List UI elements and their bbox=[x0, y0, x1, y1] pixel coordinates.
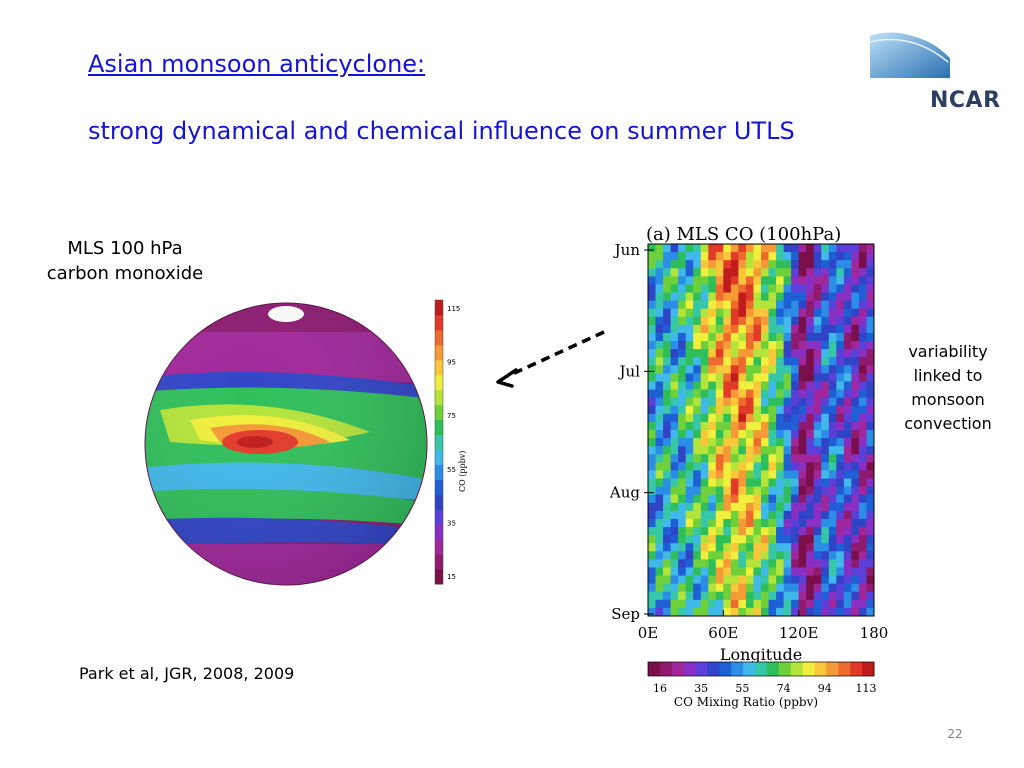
colorbar-swatch bbox=[755, 662, 768, 676]
dashed-arrow bbox=[496, 330, 605, 388]
colorbar-swatch bbox=[814, 662, 827, 676]
hovmoller-y-tick: Jul bbox=[618, 362, 641, 380]
hovmoller-x-tick: 180 bbox=[860, 624, 889, 642]
globe-colorbar bbox=[434, 299, 444, 585]
colorbar-swatch bbox=[719, 662, 732, 676]
globe-colorbar-tick: 95 bbox=[447, 359, 456, 367]
hovmoller-colorbar-tick: 16 bbox=[653, 682, 667, 695]
page-number: 22 bbox=[947, 727, 963, 741]
slide-subtitle: strong dynamical and chemical influence … bbox=[88, 117, 795, 145]
variability-caption: variability linked to monsoon convection bbox=[892, 340, 1004, 436]
colorbar-swatch bbox=[435, 314, 443, 331]
colorbar-swatch bbox=[826, 662, 839, 676]
colorbar-swatch bbox=[802, 662, 815, 676]
colorbar-swatch bbox=[683, 662, 696, 676]
hovmoller-title: (a) MLS CO (100hPa) bbox=[646, 224, 841, 245]
hovmoller-colorbar-label: CO Mixing Ratio (ppbv) bbox=[674, 695, 818, 709]
colorbar-swatch bbox=[435, 389, 443, 406]
variability-caption-line: monsoon bbox=[911, 390, 985, 409]
colorbar-swatch bbox=[435, 479, 443, 495]
variability-caption-line: variability bbox=[908, 342, 988, 361]
variability-caption-line: convection bbox=[904, 414, 992, 433]
colorbar-swatch bbox=[766, 662, 780, 676]
hovmoller-y-tick: Sep bbox=[611, 605, 640, 623]
globe-colorbar-tick: 15 bbox=[447, 573, 456, 581]
colorbar-swatch bbox=[435, 374, 443, 391]
hovmoller-x-tick: 120E bbox=[779, 624, 819, 642]
hovmoller-colorbar-tick: 74 bbox=[777, 682, 791, 695]
colorbar-swatch bbox=[778, 662, 792, 676]
colorbar-swatch bbox=[838, 662, 851, 676]
colorbar-swatch bbox=[850, 662, 863, 676]
colorbar-swatch bbox=[862, 662, 875, 676]
colorbar-swatch bbox=[435, 344, 443, 361]
globe-co-map: 115 95 75 55 35 15 CO (ppbv) bbox=[144, 299, 467, 586]
slide-title: Asian monsoon anticyclone: bbox=[88, 50, 426, 78]
colorbar-swatch bbox=[743, 662, 756, 676]
colorbar-swatch bbox=[659, 662, 673, 676]
globe-colorbar-tick: 55 bbox=[447, 466, 456, 474]
colorbar-swatch bbox=[695, 662, 708, 676]
globe-caption-line: MLS 100 hPa bbox=[67, 238, 183, 259]
hovmoller-x-tick: 60E bbox=[708, 624, 738, 642]
ncar-wordmark: NCAR bbox=[930, 88, 1001, 113]
hovmoller-colorbar bbox=[647, 661, 875, 677]
globe-caption-line: carbon monoxide bbox=[46, 263, 204, 284]
globe-colorbar-label: CO (ppbv) bbox=[458, 451, 467, 492]
globe-colorbar-tick: 35 bbox=[447, 519, 456, 527]
colorbar-swatch bbox=[435, 434, 443, 450]
colorbar-swatch bbox=[435, 554, 443, 570]
globe-colorbar-tick: 115 bbox=[447, 305, 460, 313]
colorbar-swatch bbox=[435, 329, 443, 346]
colorbar-swatch bbox=[435, 509, 443, 525]
colorbar-swatch bbox=[435, 359, 443, 376]
colorbar-swatch bbox=[435, 524, 443, 540]
hovmoller-x-label: Longitude bbox=[720, 645, 802, 664]
globe-colorbar-tick: 75 bbox=[447, 412, 456, 420]
hovmoller-co-plot: (a) MLS CO (100hPa) Jun Jul Aug Sep 0E 60E 12… bbox=[609, 224, 889, 709]
colorbar-swatch bbox=[435, 569, 443, 585]
globe-caption: MLS 100 hPa carbon monoxide bbox=[20, 236, 230, 286]
colorbar-swatch bbox=[435, 419, 443, 436]
colorbar-swatch bbox=[435, 404, 443, 421]
hovmoller-colorbar-tick: 94 bbox=[818, 682, 832, 695]
colorbar-swatch bbox=[435, 539, 443, 555]
colorbar-swatch bbox=[790, 662, 804, 676]
colorbar-swatch bbox=[435, 300, 443, 316]
colorbar-swatch bbox=[435, 449, 443, 465]
colorbar-swatch bbox=[671, 662, 685, 676]
hovmoller-x-tick: 0E bbox=[638, 624, 659, 642]
hovmoller-colorbar-tick: 113 bbox=[856, 682, 877, 695]
hovmoller-colorbar-tick: 55 bbox=[735, 682, 749, 695]
hovmoller-y-tick: Jun bbox=[613, 241, 641, 259]
colorbar-swatch bbox=[435, 464, 443, 480]
hovmoller-colorbar-tick: 35 bbox=[694, 682, 708, 695]
colorbar-swatch bbox=[435, 494, 443, 510]
citation: Park et al, JGR, 2008, 2009 bbox=[79, 664, 295, 683]
colorbar-swatch bbox=[707, 662, 720, 676]
colorbar-swatch bbox=[731, 662, 744, 676]
colorbar-swatch bbox=[648, 662, 661, 676]
hovmoller-y-tick: Aug bbox=[609, 484, 640, 502]
variability-caption-line: linked to bbox=[913, 366, 983, 385]
ncar-logo bbox=[869, 29, 954, 78]
